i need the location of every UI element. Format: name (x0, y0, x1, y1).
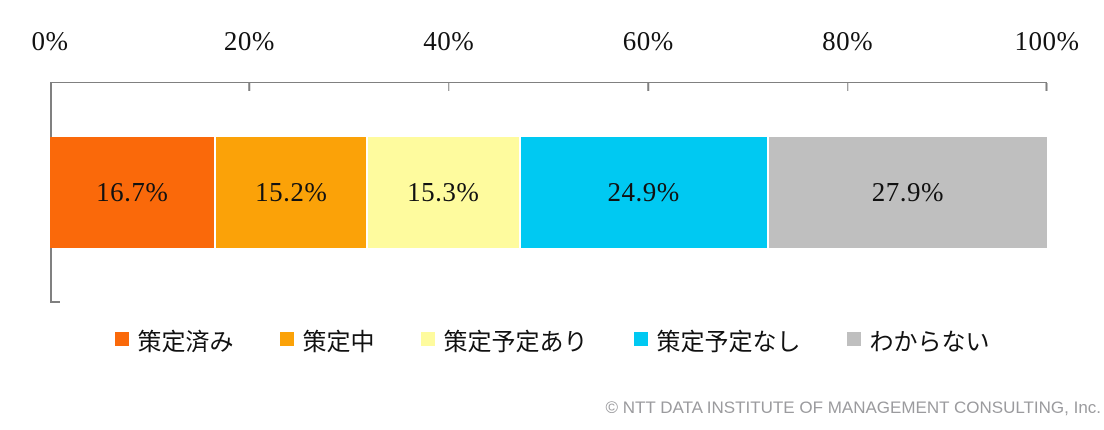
legend-swatch-icon (279, 332, 294, 346)
x-axis-tick-label-40: 40% (423, 26, 475, 56)
legend-swatch-icon (114, 332, 129, 346)
x-axis-tick-60 (647, 83, 649, 91)
legend-label: 策定中 (302, 329, 375, 356)
x-axis-tick-80 (846, 83, 849, 91)
x-axis-tick-40 (448, 83, 450, 91)
bar-segment-sakutei-zumi: 16.7% (50, 137, 217, 248)
x-axis-tick-20 (248, 83, 251, 91)
legend-item-sakutei-yotei-ari: 策定予定あり (420, 322, 588, 357)
bar-segment-value: 24.9% (607, 177, 680, 207)
x-axis-tick-label-100: 100% (1014, 26, 1080, 56)
x-axis-tick-label-80: 80% (822, 26, 874, 56)
x-axis-tick-label-60: 60% (622, 26, 674, 56)
y-axis-tick (50, 301, 60, 303)
legend-label: 策定済み (137, 329, 234, 356)
bar-segment-value: 15.3% (407, 177, 480, 207)
bar-segment-value: 27.9% (871, 177, 944, 207)
bar-segment-value: 16.7% (96, 177, 169, 207)
legend-item-sakutei-chu: 策定中 (279, 322, 375, 357)
legend-swatch-icon (633, 332, 648, 346)
legend-swatch-icon (420, 332, 435, 346)
x-axis-tick-labels: 0% 20% 40% 60% 80% 100% (32, 26, 1080, 58)
legend-label: 策定予定なし (656, 329, 801, 356)
copyright-text: © NTT DATA INSTITUTE OF MANAGEMENT CONSU… (605, 398, 1102, 417)
bar-segment-sakutei-yotei-nashi: 24.9% (520, 137, 769, 248)
legend-label: 策定予定あり (443, 329, 588, 356)
legend-label: わからない (869, 329, 990, 356)
legend-item-sakutei-yotei-nashi: 策定予定なし (633, 322, 801, 357)
legend-item-sakutei-zumi: 策定済み (114, 322, 234, 357)
x-axis-line (50, 82, 1047, 91)
legend-swatch-icon (846, 332, 861, 346)
bar-segment-wakaranai: 27.9% (768, 137, 1047, 248)
bar-segment-sakutei-yotei-ari: 15.3% (368, 137, 521, 248)
stacked-bar: 16.7% 15.2% 15.3% 24.9% 27.9% (50, 137, 1047, 248)
legend-item-wakaranai: わからない (846, 322, 990, 357)
x-axis-tick-label-20: 20% (223, 26, 275, 56)
bar-segment-sakutei-chu: 15.2% (216, 137, 369, 248)
x-axis-tick-label-0: 0% (31, 26, 69, 56)
x-axis-tick-100 (1045, 83, 1047, 91)
bar-segment-value: 15.2% (255, 177, 328, 207)
legend: 策定済み 策定中 策定予定あり 策定予定なし わからない (0, 322, 1104, 356)
